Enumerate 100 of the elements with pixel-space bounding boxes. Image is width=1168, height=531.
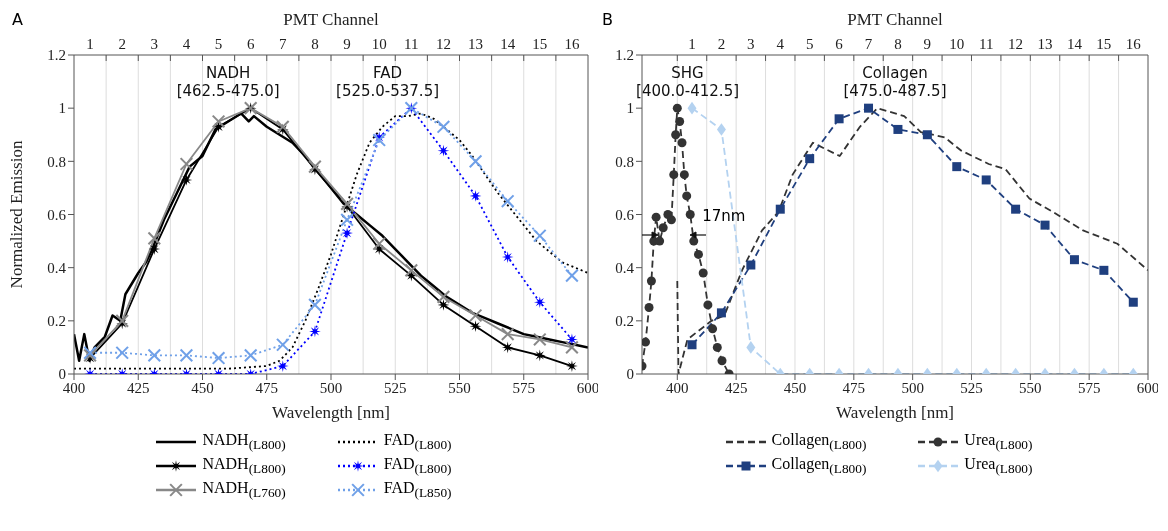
x-tick-label: 500 (901, 379, 924, 396)
x-tick-label: 450 (191, 379, 214, 396)
annotation: SHG [400.0-412.5] (636, 64, 740, 101)
point (864, 103, 874, 113)
point (437, 144, 450, 157)
x2-tick-label: 9 (343, 36, 351, 52)
x-tick-label: 575 (512, 379, 535, 396)
y-tick-label: 1.2 (615, 47, 634, 64)
point (682, 191, 692, 201)
legend-label: Urea$_{(L800)}$ (964, 454, 1033, 478)
y-tick-label: 1 (58, 100, 66, 117)
point (646, 276, 656, 286)
x2-tick-label: 8 (311, 36, 319, 52)
y-tick-label: 1.2 (47, 47, 66, 64)
text: A (12, 10, 23, 29)
x2-tick-label: 11 (978, 36, 994, 52)
x-tick-label: 600 (576, 379, 600, 396)
point (893, 124, 903, 134)
point (698, 268, 708, 278)
point (775, 204, 785, 214)
x2-tick-label: 10 (949, 36, 965, 52)
point (675, 116, 685, 126)
point (671, 130, 681, 140)
legend-label: NADH$_{(L760)}$ (202, 478, 286, 502)
legend-label: FAD$_{(L800)}$ (383, 454, 452, 478)
x2-tick-label: 3 (747, 36, 755, 52)
x-tick-label: 475 (842, 379, 866, 396)
x-tick-label: 450 (783, 379, 807, 396)
annotation: NADH [462.5-475.0] (176, 64, 280, 101)
point (716, 308, 726, 318)
point (746, 341, 756, 354)
point (437, 299, 450, 311)
point (703, 300, 713, 310)
point (1069, 255, 1079, 265)
x2-tick-label: 15 (532, 36, 548, 52)
point (693, 249, 703, 259)
point (716, 123, 726, 136)
point (687, 340, 697, 350)
x2-axis-title: PMT Channel (847, 10, 944, 30)
x2-tick-label: 4 (776, 36, 785, 52)
x-tick-label: 425 (724, 379, 748, 396)
point (180, 174, 193, 186)
point (566, 360, 578, 372)
point (469, 190, 482, 202)
point (834, 114, 844, 124)
text: B (602, 10, 613, 29)
x2-tick-label: 1 (86, 36, 94, 52)
x-tick-label: 500 (319, 379, 343, 396)
point (642, 337, 651, 347)
x-axis-title: Wavelength [nm] (835, 403, 955, 422)
point (501, 341, 514, 354)
x2-tick-label: 7 (279, 36, 288, 52)
annotation: FAD [525.0-537.5] (336, 64, 440, 101)
point (655, 236, 665, 246)
x-tick-label: 550 (1019, 379, 1042, 396)
x-tick-label: 600 (1136, 379, 1160, 396)
legend-label: FAD$_{(L850)}$ (383, 478, 452, 502)
x2-tick-label: 3 (150, 36, 159, 52)
x-tick-label: 575 (1077, 379, 1101, 396)
point (501, 251, 514, 263)
y-tick-label: 0.4 (47, 259, 67, 276)
y-tick-label: 0.8 (615, 153, 634, 170)
x2-tick-label: 16 (564, 36, 580, 52)
y-tick-label: 0 (626, 366, 634, 383)
x2-tick-label: 11 (404, 36, 419, 52)
x-tick-label: 550 (448, 379, 471, 396)
x-tick-label: 425 (127, 379, 150, 396)
x2-tick-label: 9 (923, 36, 932, 52)
x2-tick-label: 14 (500, 36, 516, 52)
x2-tick-label: 8 (894, 36, 902, 52)
point (1128, 297, 1138, 307)
x-tick-label: 525 (960, 379, 983, 396)
point (669, 170, 679, 180)
legend-label: NADH$_{(L800)}$ (202, 430, 286, 454)
x2-tick-label: 15 (1096, 36, 1112, 52)
point (533, 349, 546, 362)
x2-axis-title: PMT Channel (283, 10, 380, 30)
point (981, 175, 991, 185)
annotation: 17nm (702, 207, 746, 226)
x2-tick-label: 4 (182, 36, 191, 52)
x2-tick-label: 13 (468, 36, 484, 52)
point (922, 130, 932, 140)
point (708, 324, 718, 334)
x2-tick-label: 12 (435, 36, 451, 52)
point (276, 360, 289, 372)
legend-label: Urea$_{(L800)}$ (964, 430, 1033, 454)
y-tick-label: 0.2 (47, 313, 66, 330)
x2-tick-label: 2 (118, 36, 126, 52)
x2-tick-label: 6 (246, 36, 255, 52)
point (309, 325, 321, 338)
point (651, 212, 661, 222)
legend-label: FAD$_{(L800)}$ (383, 430, 452, 454)
point (685, 210, 695, 219)
x2-tick-label: 1 (688, 36, 696, 52)
x2-tick-label: 7 (864, 36, 873, 52)
y-tick-label: 0.2 (615, 313, 634, 330)
point (1040, 220, 1050, 230)
point (644, 303, 654, 313)
point (672, 103, 682, 113)
x2-tick-label: 16 (1125, 36, 1142, 52)
